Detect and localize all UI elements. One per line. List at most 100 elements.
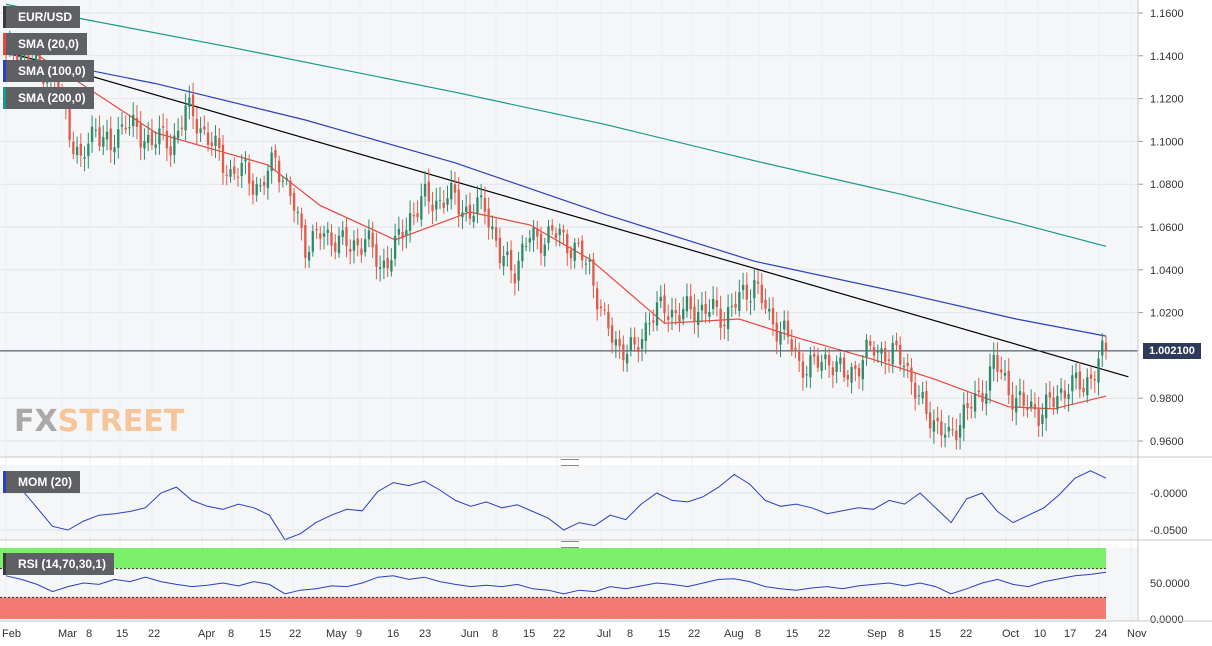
candle-body [397, 228, 401, 235]
candle-body [1026, 407, 1029, 411]
candle-body [932, 420, 936, 432]
candle-body [109, 128, 112, 151]
candle-body [723, 324, 726, 327]
sma-line [5, 53, 1107, 337]
candle-body [337, 235, 341, 254]
x-tick-label: Oct [1002, 628, 1019, 640]
candle-body [741, 285, 745, 291]
candle-body [214, 135, 217, 146]
candle-body [1022, 392, 1025, 406]
legend-sma100[interactable]: SMA (100,0) [3, 60, 94, 82]
x-tick-label: Jun [461, 628, 479, 640]
candle-body [842, 357, 846, 378]
candle-body [925, 391, 928, 414]
candle-body [846, 374, 849, 380]
candle-body [277, 160, 281, 183]
candle-body [311, 231, 314, 252]
candle-body [169, 146, 172, 156]
candle-body [764, 299, 767, 309]
y-tick-label: 1.0200 [1150, 308, 1184, 320]
x-tick-label: 15 [116, 628, 128, 640]
candle-body [917, 395, 921, 397]
candle-body [820, 361, 823, 371]
candle-body [371, 232, 374, 248]
candle-body [461, 212, 464, 218]
candle-body [955, 430, 958, 441]
candle-body [87, 143, 90, 157]
candle-body [494, 227, 498, 241]
candle-body [581, 240, 584, 261]
main-panel-bg [0, 0, 1138, 457]
x-tick-label: 16 [387, 628, 399, 640]
candle-body [906, 362, 909, 366]
panel-resize-handle[interactable] [561, 459, 579, 466]
candle-body [970, 406, 973, 409]
y-tick-label: 1.0400 [1150, 265, 1184, 277]
candle-body [528, 238, 531, 243]
candle-body [83, 157, 86, 159]
candle-body [229, 169, 232, 177]
candle-body [502, 256, 505, 267]
legend-sma200[interactable]: SMA (200,0) [3, 87, 94, 109]
candle-body [105, 131, 109, 140]
x-tick-label: Nov [1127, 628, 1147, 640]
candle-body [730, 306, 734, 308]
candle-body [831, 367, 835, 376]
candle-body [16, 52, 19, 68]
candle-body [996, 354, 999, 372]
candle-body [921, 392, 924, 399]
candle-body [225, 174, 228, 176]
candle-body [839, 357, 842, 364]
candle-body [405, 230, 408, 236]
candle-body [887, 359, 891, 361]
candle-body [180, 127, 184, 130]
candle-body [442, 202, 445, 208]
panel-resize-handle[interactable] [561, 541, 579, 548]
candle-body [775, 322, 778, 342]
candle-body [951, 429, 954, 431]
candle-body [319, 233, 322, 239]
candle-body [573, 242, 576, 261]
candle-body [468, 204, 472, 219]
candle-body [827, 355, 831, 366]
candle-body [977, 390, 980, 393]
x-tick-label: 22 [688, 628, 700, 640]
candle-body [689, 296, 692, 310]
candle-body [1078, 371, 1081, 390]
candle-body [958, 425, 962, 438]
candle-body [322, 233, 326, 237]
candle-body [176, 130, 180, 139]
candle-body [517, 260, 520, 281]
candle-body [857, 368, 861, 377]
candle-body [973, 393, 977, 412]
candle-body [521, 243, 524, 262]
x-tick-label: 22 [818, 628, 830, 640]
legend-pair[interactable]: EUR/USD [3, 6, 81, 28]
candle-body [1037, 408, 1040, 426]
candle-body [248, 162, 251, 184]
candle-body [652, 320, 655, 323]
candle-body [408, 213, 412, 231]
candle-body [543, 244, 546, 257]
candle-body [349, 248, 352, 252]
candle-body [633, 337, 636, 345]
candle-body [1093, 379, 1096, 381]
candle-body [450, 182, 453, 200]
legend-rsi[interactable]: RSI (14,70,30,1) [3, 553, 115, 575]
legend-sma20[interactable]: SMA (20,0) [3, 33, 87, 55]
candle-body [640, 339, 644, 349]
y-tick-label: 0.9800 [1150, 393, 1184, 405]
candle-body [120, 124, 124, 127]
candle-body [165, 130, 169, 149]
candle-body [622, 344, 625, 361]
candle-body [307, 251, 311, 261]
candle-body [569, 250, 573, 259]
candle-body [704, 303, 707, 314]
legend-mom[interactable]: MOM (20) [3, 471, 80, 493]
candle-body [667, 316, 670, 320]
candle-body [756, 281, 760, 284]
candle-body [203, 126, 206, 130]
candle-body [610, 325, 614, 343]
candle-body [427, 181, 430, 202]
